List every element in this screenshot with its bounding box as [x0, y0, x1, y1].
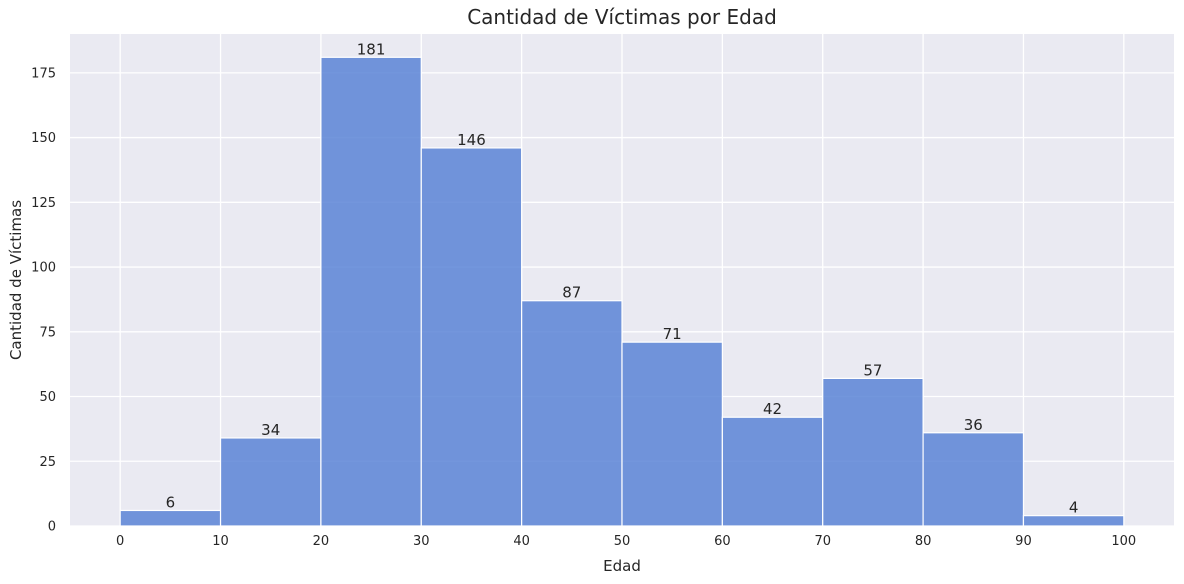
histogram-bar: [922, 432, 1025, 527]
bar-value-label: 181: [357, 40, 386, 58]
x-tick-label: 70: [814, 534, 831, 549]
x-tick-label: 80: [915, 534, 932, 549]
histogram-bar: [621, 341, 723, 527]
y-tick-label: 25: [39, 455, 56, 470]
histogram-bar: [219, 437, 322, 527]
bar-value-label: 57: [863, 361, 882, 379]
y-tick-label: 75: [39, 325, 56, 340]
bar-labels: 6 34 181 146 87 71 42 57 36 4: [166, 40, 1079, 516]
y-tick-label: 175: [31, 66, 56, 81]
x-tick-label: 40: [513, 534, 530, 549]
y-axis-ticks: 0 25 50 75 100 125 150 175: [31, 66, 56, 534]
x-tick-label: 20: [313, 534, 330, 549]
bar-value-label: 36: [964, 416, 983, 434]
histogram-bar: [420, 147, 523, 527]
bars: [119, 56, 1125, 527]
bar-value-label: 34: [261, 421, 280, 439]
x-tick-label: 90: [1015, 534, 1032, 549]
x-axis-ticks: 0 10 20 30 40 50 60 70 80 90 100: [116, 534, 1136, 549]
x-tick-label: 100: [1111, 534, 1136, 549]
x-tick-label: 30: [413, 534, 430, 549]
bar-value-label: 87: [562, 284, 581, 302]
histogram-bar: [1022, 515, 1125, 527]
bar-value-label: 6: [166, 493, 176, 511]
x-tick-label: 60: [714, 534, 731, 549]
y-tick-label: 0: [48, 520, 56, 535]
bar-value-label: 146: [457, 131, 486, 149]
chart-title: Cantidad de Víctimas por Edad: [467, 5, 777, 29]
y-tick-label: 100: [31, 261, 56, 276]
bar-value-label: 42: [763, 400, 782, 418]
histogram-bar: [320, 56, 422, 527]
y-axis-label: Cantidad de Víctimas: [7, 200, 25, 360]
x-tick-label: 0: [116, 534, 124, 549]
y-tick-label: 125: [31, 196, 56, 211]
x-tick-label: 10: [212, 534, 229, 549]
histogram-bar: [822, 377, 924, 527]
x-tick-label: 50: [614, 534, 631, 549]
bar-value-label: 4: [1069, 499, 1079, 517]
y-tick-label: 150: [31, 131, 56, 146]
x-axis-label: Edad: [603, 557, 641, 575]
bar-value-label: 71: [663, 325, 682, 343]
histogram-bar: [119, 509, 222, 527]
histogram-bar: [521, 300, 623, 527]
histogram-bar: [721, 416, 824, 527]
y-tick-label: 50: [39, 390, 56, 405]
